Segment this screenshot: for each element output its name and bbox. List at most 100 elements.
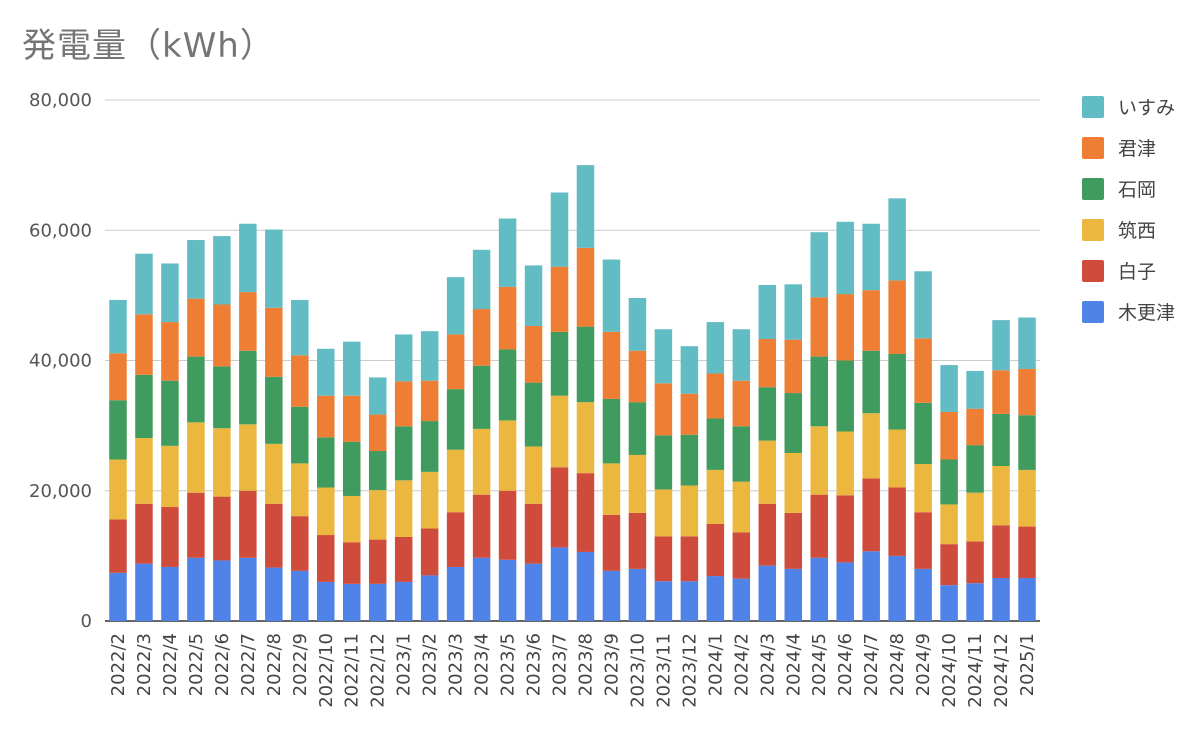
bar-segment xyxy=(446,449,465,513)
bar-segment xyxy=(862,223,880,291)
bar-segment xyxy=(992,320,1010,371)
bar-segment xyxy=(368,377,387,415)
bar-segment xyxy=(654,329,673,384)
bar-segment xyxy=(446,334,465,390)
bar-segment xyxy=(239,424,257,491)
x-tick-label: 2022/10 xyxy=(316,633,337,708)
bar-segment xyxy=(265,503,283,568)
bar-segment xyxy=(706,523,725,577)
bar-segment xyxy=(732,578,751,621)
bar-segment xyxy=(992,525,1010,579)
bar-segment xyxy=(992,413,1010,467)
y-tick-label: 60,000 xyxy=(29,220,92,241)
bar-segment xyxy=(966,583,984,621)
bar-segment xyxy=(706,469,725,524)
bar-segment xyxy=(524,382,543,447)
bar-segment xyxy=(810,426,828,495)
bar-segment xyxy=(654,435,673,490)
bar-segment xyxy=(498,490,517,560)
legend-item: 筑西 xyxy=(1082,209,1175,250)
bar-segment xyxy=(1018,578,1036,621)
bar-segment xyxy=(213,560,231,621)
bar-segment xyxy=(291,299,309,356)
bar-segment xyxy=(550,331,569,396)
bar-segment xyxy=(317,395,335,438)
legend-label: 白子 xyxy=(1118,261,1157,283)
bar-segment xyxy=(602,398,621,464)
bar-segment xyxy=(498,349,517,421)
x-tick-label: 2023/3 xyxy=(446,633,467,696)
legend-label: 木更津 xyxy=(1118,302,1176,324)
bar-segment xyxy=(524,446,543,504)
legend-swatch xyxy=(1082,259,1104,282)
x-tick-label: 2022/9 xyxy=(290,633,311,696)
bar-segment xyxy=(472,309,491,366)
x-tick-label: 2023/7 xyxy=(550,633,571,696)
bar-segment xyxy=(342,441,361,496)
legend-swatch xyxy=(1082,95,1104,118)
x-tick-label: 2024/5 xyxy=(809,633,830,696)
bar-segment xyxy=(836,431,854,496)
x-tick-label: 2022/12 xyxy=(368,633,389,708)
bar-segment xyxy=(654,536,673,582)
bar-segment xyxy=(550,547,569,621)
bar-segment xyxy=(135,314,153,375)
bar-segment xyxy=(498,420,517,491)
bar-segment xyxy=(966,541,984,584)
bar-segment xyxy=(213,428,231,497)
bar-segment xyxy=(420,421,439,472)
x-tick-labels: 2022/2 2022/3 2022/4 2022/5 2022/6 2022/7 2022… xyxy=(108,633,1038,708)
bar-segment xyxy=(109,572,127,621)
bar-segment xyxy=(109,299,127,354)
bar-segment xyxy=(862,478,880,552)
x-tick-label: 2023/4 xyxy=(472,633,493,696)
legend-label: 君津 xyxy=(1118,138,1157,160)
bar-segment xyxy=(394,581,413,621)
bar-segment xyxy=(836,221,854,295)
x-tick-label: 2024/6 xyxy=(835,633,856,696)
bar-segment xyxy=(654,581,673,621)
bar-segment xyxy=(524,325,543,383)
bar-segment xyxy=(498,218,517,287)
bar-segment xyxy=(342,341,361,396)
legend-item: 白子 xyxy=(1082,250,1175,291)
bar-segment xyxy=(784,512,803,569)
bar-segment xyxy=(239,292,257,351)
x-tick-label: 2023/6 xyxy=(524,633,545,696)
bar-segment xyxy=(368,451,387,491)
bar-segment xyxy=(940,504,958,545)
chart-title: 発電量（kWh） xyxy=(22,26,275,66)
x-tick-label: 2022/6 xyxy=(212,633,233,696)
x-tick-label: 2024/9 xyxy=(913,633,934,696)
bar-segment xyxy=(161,566,179,621)
bar-segment xyxy=(239,223,257,293)
x-tick-label: 2022/4 xyxy=(160,633,181,696)
x-tick-label: 2023/1 xyxy=(394,633,415,696)
bar-segment xyxy=(784,284,803,340)
bar-segment xyxy=(472,249,491,310)
legend-label: いすみ xyxy=(1118,97,1176,119)
bar-segment xyxy=(966,445,984,493)
bar-segment xyxy=(1018,415,1036,470)
bar-segment xyxy=(317,348,335,396)
bar-segment xyxy=(265,567,283,621)
bar-segment xyxy=(420,528,439,576)
bar-segment xyxy=(680,393,699,435)
bar-segment xyxy=(446,389,465,450)
bar-segment xyxy=(342,395,361,442)
bar-segment xyxy=(914,402,932,465)
bar-segment xyxy=(680,536,699,582)
bar-segment xyxy=(888,555,906,621)
bar-segment xyxy=(914,271,932,339)
x-tick-label: 2024/11 xyxy=(965,633,986,708)
bar-segment xyxy=(317,437,335,488)
gridlines xyxy=(105,99,1040,622)
bar-segment xyxy=(524,503,543,564)
bar-segment xyxy=(109,519,127,573)
bar-segment xyxy=(758,440,777,504)
bar-segment xyxy=(810,356,828,427)
bar-segment xyxy=(940,544,958,586)
x-tick-label: 2024/10 xyxy=(939,633,960,708)
bar-segment xyxy=(966,492,984,542)
legend-swatch xyxy=(1082,300,1104,323)
